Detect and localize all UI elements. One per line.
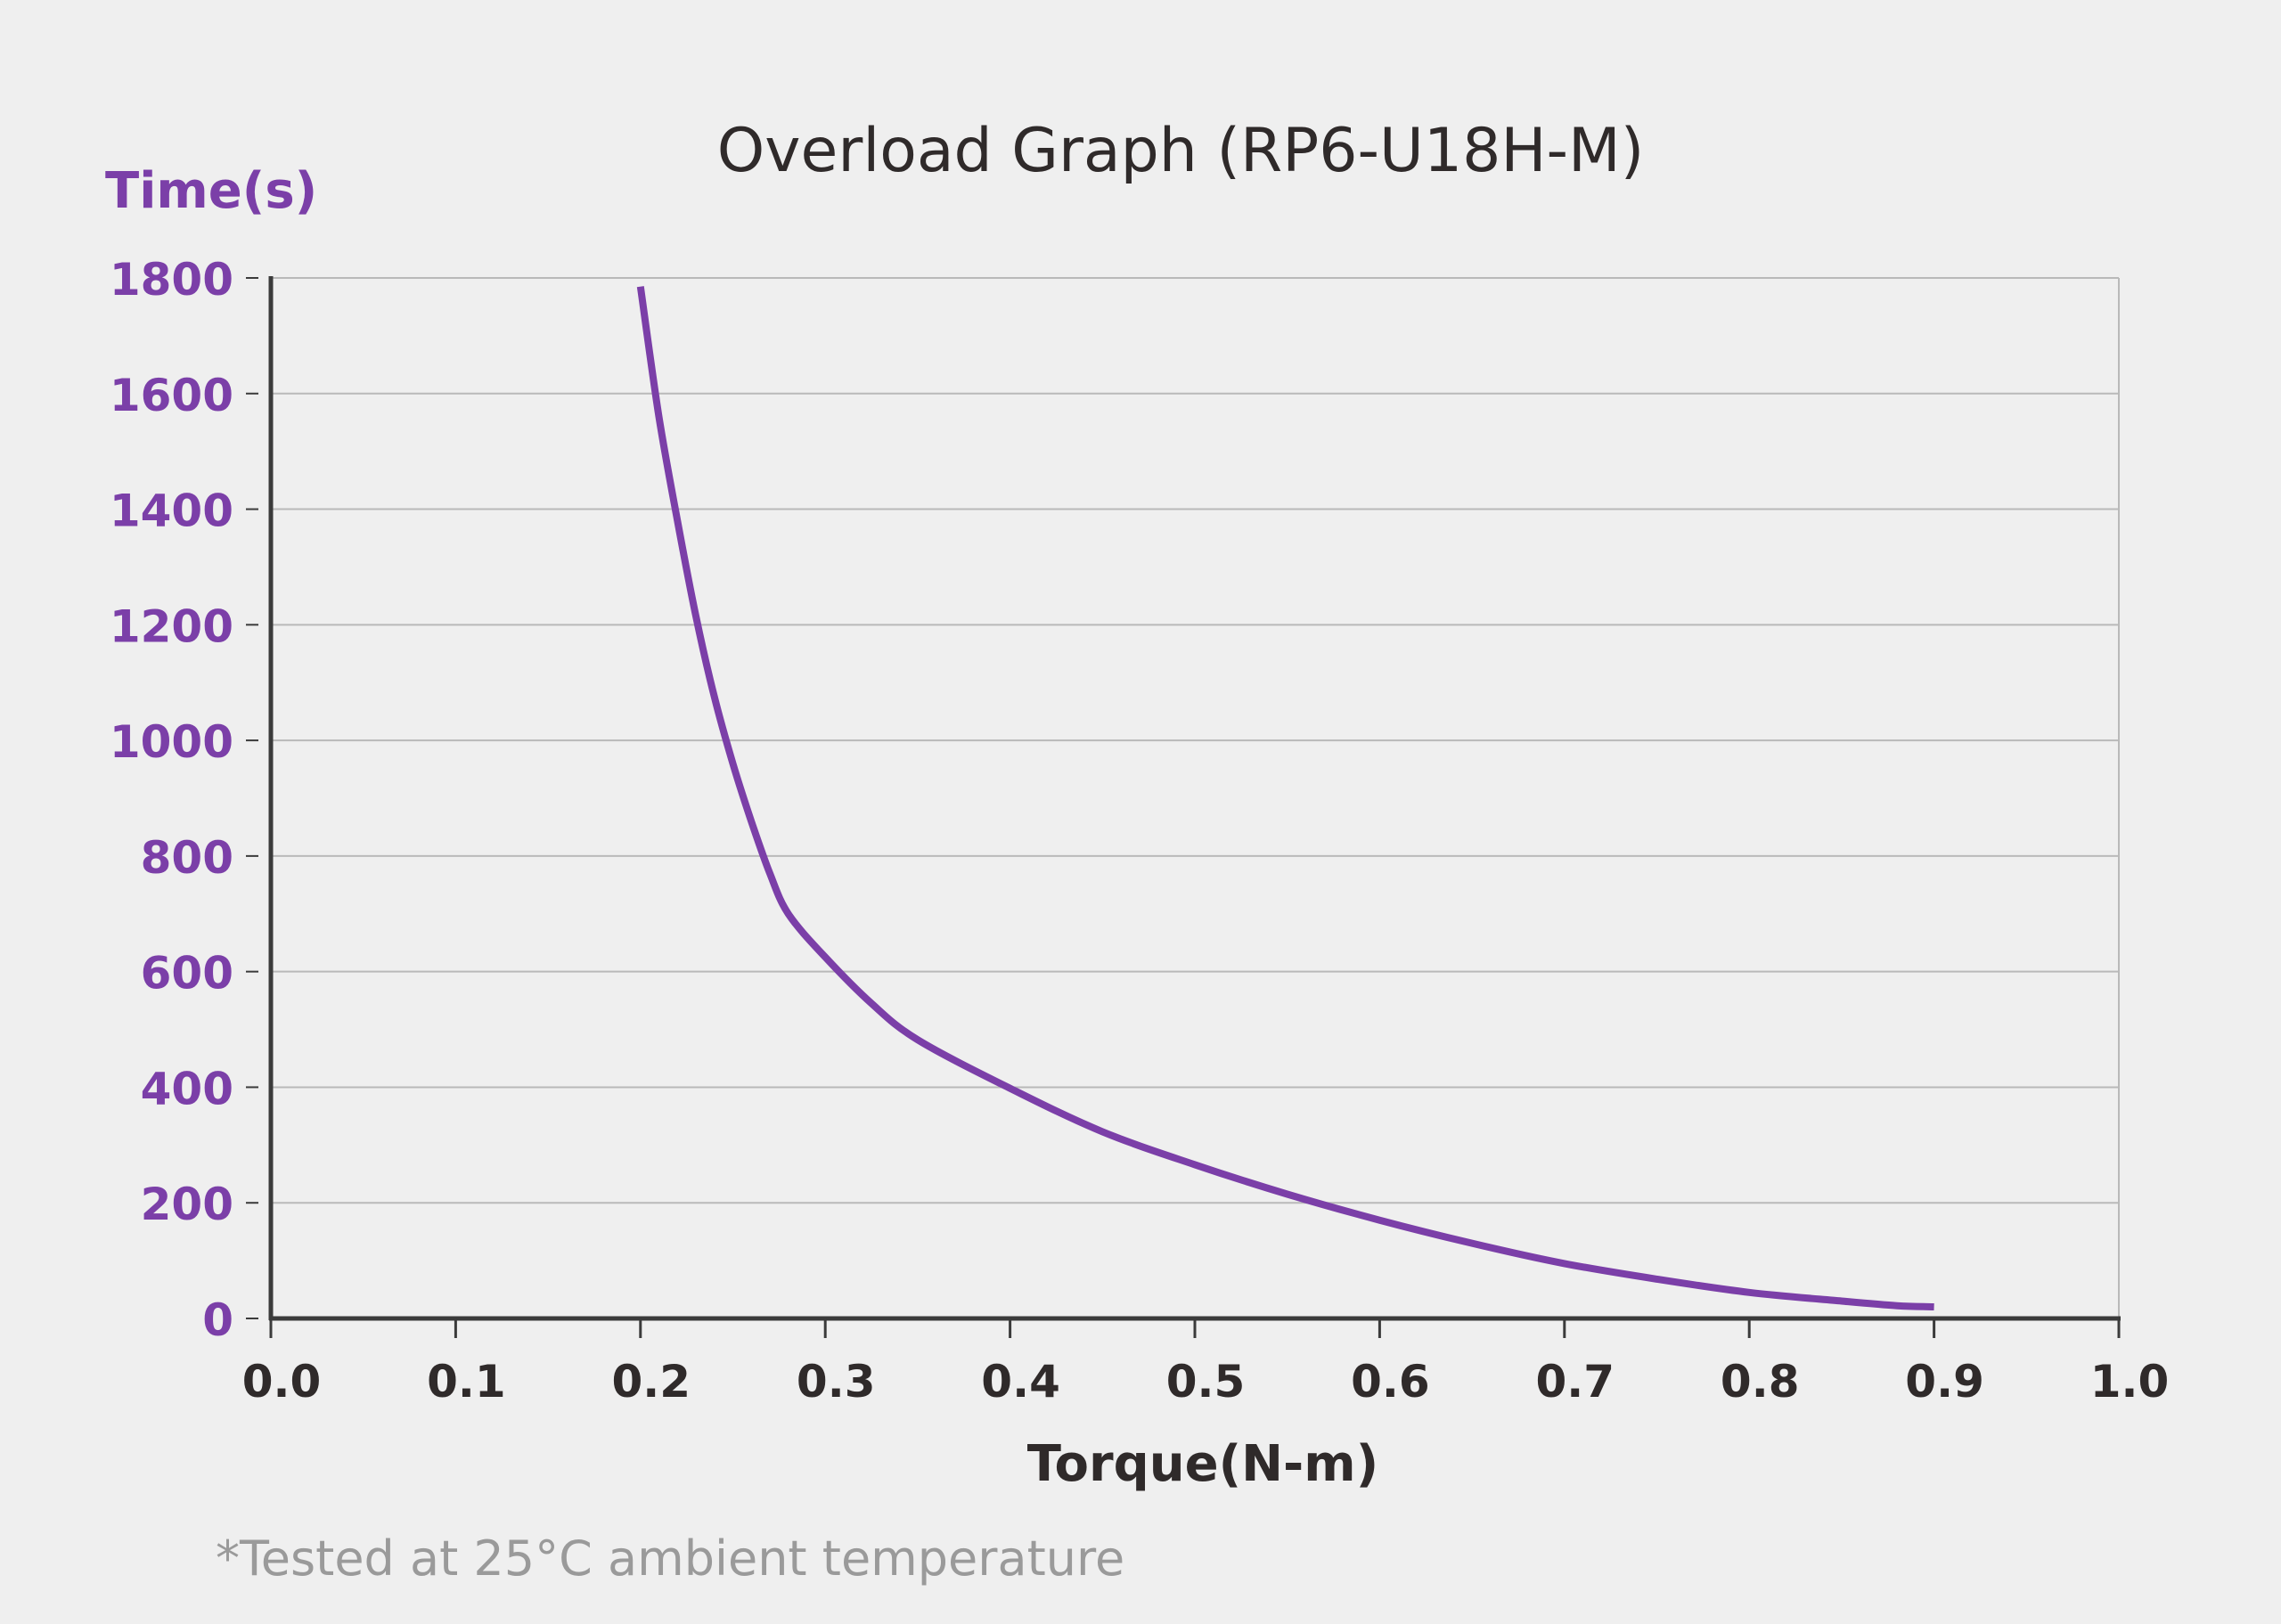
y-tick-label-0: 0	[202, 1294, 233, 1346]
x-tick-label-0.0: 0.0	[242, 1356, 322, 1408]
y-tick-labels: 0 200 400 600 800 1000 1200 1400 1600 1800	[110, 254, 233, 1346]
y-tick-label-800: 800	[141, 832, 233, 884]
x-tick-label-1.0: 1.0	[2090, 1356, 2170, 1408]
footnote: *Tested at 25°C ambient temperature	[216, 1530, 1124, 1587]
series-layer	[636, 286, 1934, 1310]
x-axis-label: Torque(N-m)	[1027, 1435, 1378, 1493]
y-tick-label-1400: 1400	[110, 486, 233, 537]
x-tick-label-0.8: 0.8	[1721, 1356, 1800, 1408]
y-tick-label-1200: 1200	[110, 600, 233, 652]
chart-title: Overload Graph (RP6-U18H-M)	[717, 116, 1644, 186]
x-tick-label-0.4: 0.4	[981, 1356, 1060, 1408]
y-tick-label-600: 600	[141, 948, 233, 1000]
x-tick-label-0.6: 0.6	[1351, 1356, 1430, 1408]
grid-lines	[271, 277, 2120, 1318]
y-tick-label-1000: 1000	[110, 716, 233, 768]
x-tick-label-0.5: 0.5	[1166, 1356, 1246, 1408]
y-tick-label-1600: 1600	[110, 370, 233, 421]
x-tick-label-0.3: 0.3	[797, 1356, 876, 1408]
x-tick-labels: 0.0 0.1 0.2 0.3 0.4 0.5 0.6 0.7 0.8 0.9 1.0	[242, 1356, 2170, 1408]
y-tick-label-400: 400	[141, 1063, 233, 1114]
x-tick-label-0.1: 0.1	[427, 1356, 506, 1408]
y-tick-label-1800: 1800	[110, 254, 233, 306]
series-line-overload-curve	[636, 286, 1934, 1310]
y-axis-label: Time(s)	[105, 162, 317, 220]
x-tick-label-0.9: 0.9	[1905, 1356, 1984, 1408]
x-tick-label-0.2: 0.2	[612, 1356, 691, 1408]
y-tick-label-200: 200	[141, 1179, 233, 1230]
tick-marks	[246, 277, 2121, 1338]
x-tick-label-0.7: 0.7	[1536, 1356, 1615, 1408]
